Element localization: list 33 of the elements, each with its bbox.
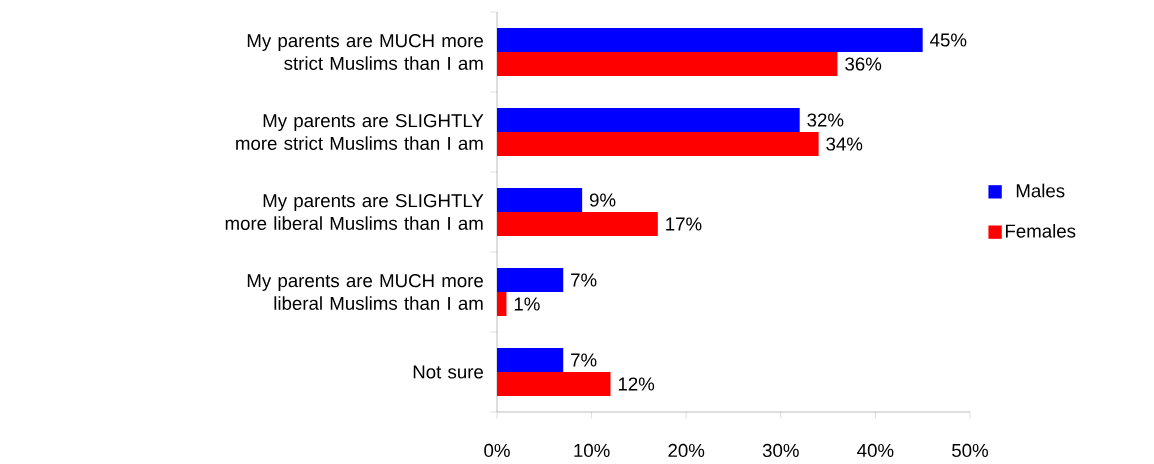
x-tick-label: 0% xyxy=(484,443,510,458)
data-label: 9% xyxy=(589,193,616,207)
x-tick-label: 10% xyxy=(574,443,610,458)
y-tick-label: Not sure xyxy=(413,365,483,379)
data-label: 34% xyxy=(826,137,863,151)
x-tick-label: 40% xyxy=(857,443,894,458)
data-label: 12% xyxy=(618,377,655,391)
bar xyxy=(497,188,583,212)
data-label: 32% xyxy=(807,113,844,127)
y-tick-label: My parents are SLIGHTLY more strict Muslims than I am xyxy=(236,114,484,150)
legend-label: Females xyxy=(1005,223,1076,238)
bar xyxy=(497,28,923,53)
data-label: 36% xyxy=(845,57,882,71)
bar xyxy=(497,347,564,372)
y-tick-label: My parents are MUCH more liberal Muslims than I am xyxy=(247,274,483,310)
bar xyxy=(497,292,507,316)
bar xyxy=(497,212,658,236)
bar xyxy=(497,108,800,132)
data-label: 7% xyxy=(571,353,597,367)
bar xyxy=(497,371,611,396)
data-label: 7% xyxy=(571,273,597,287)
bar xyxy=(497,132,819,156)
data-label: 17% xyxy=(666,217,702,231)
y-tick-label: My parents are SLIGHTLY more liberal Muslims than I am xyxy=(225,194,484,230)
y-tick-label: My parents are MUCH more strict Muslims than I am xyxy=(247,34,483,70)
x-tick-label: 30% xyxy=(762,443,799,458)
data-label: 45% xyxy=(930,33,967,47)
bar xyxy=(497,268,564,292)
x-tick-label: 50% xyxy=(952,443,988,458)
bar xyxy=(497,52,838,77)
legend-label: Males xyxy=(1016,183,1065,198)
data-label: 1% xyxy=(514,297,540,311)
x-tick-label: 20% xyxy=(668,443,705,458)
